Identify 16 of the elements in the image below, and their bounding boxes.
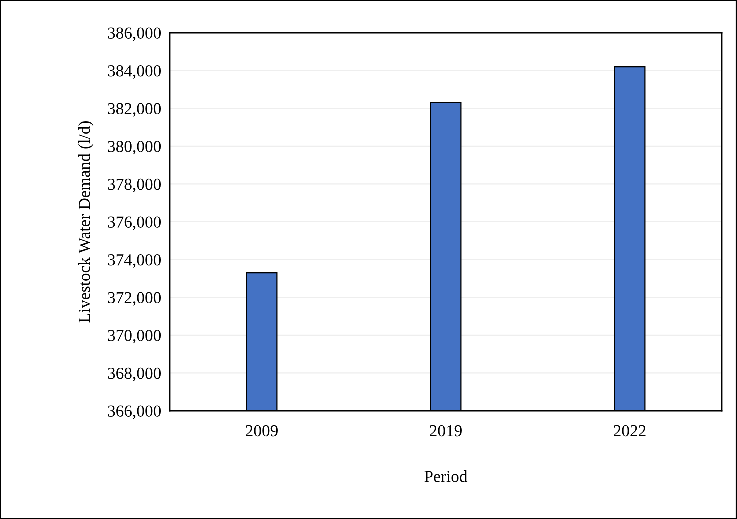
x-tick-label: 2009 bbox=[246, 425, 278, 437]
x-tick-label: 2022 bbox=[614, 425, 646, 437]
y-axis-title: Livestock Water Demand (l/d) bbox=[78, 122, 94, 323]
y-tick-label: 378,000 bbox=[108, 178, 162, 193]
y-tick-label: 372,000 bbox=[108, 292, 162, 306]
y-tick-label: 370,000 bbox=[108, 330, 162, 344]
y-tick-label: 368,000 bbox=[108, 368, 162, 382]
y-tick-label: 374,000 bbox=[108, 254, 162, 268]
y-tick-label: 380,000 bbox=[108, 141, 162, 155]
x-tick-label: 2019 bbox=[430, 425, 462, 437]
y-tick-label: 376,000 bbox=[108, 216, 162, 230]
y-tick-label: 382,000 bbox=[108, 103, 162, 117]
y-tick-label: 384,000 bbox=[108, 66, 162, 80]
x-axis-title: Period bbox=[424, 470, 468, 482]
y-tick-label: 386,000 bbox=[108, 28, 162, 42]
y-tick-label: 366,000 bbox=[108, 406, 162, 420]
